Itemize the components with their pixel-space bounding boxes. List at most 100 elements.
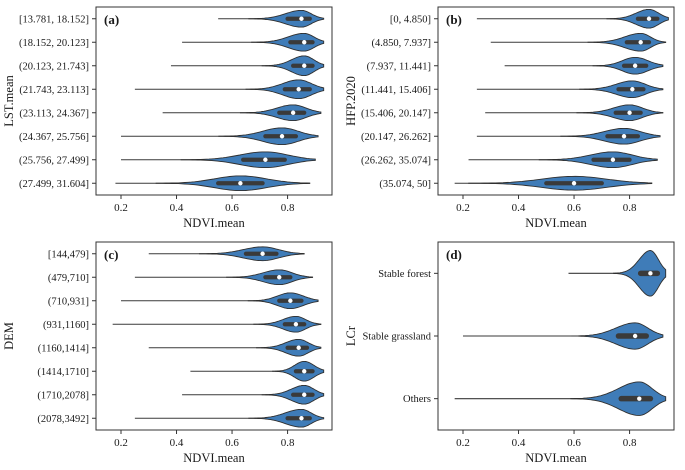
x-tick-label: 0.6	[225, 202, 239, 214]
panel-letter: (c)	[104, 247, 118, 262]
y-tick-label: (21.743, 23.113]	[19, 85, 89, 96]
y-axis-label: DEM	[2, 322, 16, 350]
x-tick-label: 0.8	[281, 437, 295, 449]
panel-letter: (d)	[446, 247, 462, 262]
y-tick-label: (4.850, 7.937]	[372, 38, 432, 49]
panel-a: 0.2 0.4 0.6 0.8 NDVI.mean LST.mean [13.781, 18…	[0, 0, 342, 235]
median-dot	[302, 369, 307, 374]
y-tick-label: Stable grassland	[362, 332, 431, 343]
median-dot	[293, 322, 299, 327]
violin-row	[120, 127, 319, 146]
x-tick-label: 0.6	[567, 437, 581, 449]
y-tick-label: (20.123, 21.743]	[19, 61, 89, 72]
median-dot	[646, 16, 652, 21]
median-dot	[288, 298, 293, 303]
violin-body	[251, 32, 325, 52]
x-axis-label: NDVI.mean	[183, 216, 245, 230]
y-tick-label: Stable forest	[378, 269, 431, 280]
violin-row	[190, 360, 325, 382]
violin-row	[468, 151, 658, 169]
violin-row	[170, 55, 325, 77]
median-dot	[277, 275, 282, 280]
violin-row	[454, 175, 653, 191]
x-tick-label: 0.4	[170, 202, 184, 214]
violin-row	[120, 151, 316, 169]
violin-row	[148, 246, 305, 262]
y-tick-label: (27.499, 31.604]	[19, 179, 89, 190]
panel-b-chart: 0.2 0.4 0.6 0.8 NDVI.mean HFP.2020 [0, 4.850] (…	[344, 6, 675, 230]
median-dot	[299, 416, 304, 421]
x-axis-label: NDVI.mean	[525, 216, 587, 230]
y-tick-label: (35.074, 50]	[379, 179, 431, 190]
violin-row	[182, 32, 325, 52]
x-tick-label: 0.6	[225, 437, 239, 449]
median-dot	[571, 181, 577, 186]
median-dot	[302, 40, 307, 45]
x-tick-label: 0.6	[567, 202, 581, 214]
violin-row	[182, 384, 325, 405]
x-tick-label: 0.2	[114, 437, 128, 449]
violin-row	[568, 250, 667, 297]
median-dot	[632, 63, 638, 68]
violin-row	[476, 127, 661, 145]
median-dot	[260, 251, 265, 256]
violin-row	[462, 322, 664, 350]
violin-row	[134, 79, 325, 100]
x-tick-label: 0.8	[623, 437, 637, 449]
y-tick-label: (2078,3492]	[37, 414, 89, 425]
y-tick-label: (18.152, 20.123]	[19, 38, 89, 49]
y-tick-label: (1160,1414]	[38, 343, 89, 354]
median-dot	[610, 157, 616, 162]
violin-row	[476, 80, 664, 99]
y-tick-label: (1414,1710]	[37, 367, 89, 378]
violin-row	[115, 175, 311, 192]
panel-d-chart: 0.2 0.4 0.6 0.8 NDVI.mean LCr Stable forest Sta…	[344, 241, 675, 465]
median-dot	[302, 392, 307, 397]
y-tick-label: (710,931]	[48, 296, 89, 307]
y-tick-label: (23.113, 24.367]	[19, 108, 89, 119]
y-tick-label: [13.781, 18.152]	[19, 14, 89, 25]
violin-row	[134, 269, 314, 286]
violin-row	[148, 338, 322, 357]
y-tick-label: (24.367, 25.756]	[19, 132, 89, 143]
violin-body	[570, 381, 667, 416]
median-dot	[648, 271, 653, 276]
median-dot	[627, 110, 632, 115]
x-axis-label: NDVI.mean	[525, 451, 587, 465]
y-axis-label: LST.mean	[2, 75, 16, 127]
y-tick-label: (25.756, 27.499]	[19, 155, 89, 166]
x-tick-label: 0.2	[456, 437, 470, 449]
median-dot	[238, 181, 243, 186]
violin-row	[120, 292, 319, 310]
x-tick-label: 0.8	[281, 202, 295, 214]
violin-row	[504, 56, 664, 75]
y-tick-label: (479,710]	[48, 273, 89, 284]
median-dot	[296, 345, 301, 350]
violin-row	[485, 104, 664, 122]
x-tick-label: 0.4	[512, 202, 526, 214]
y-tick-label: Others	[403, 394, 431, 405]
y-tick-label: [144,479]	[48, 249, 89, 260]
y-tick-label: (15.406, 20.147]	[361, 108, 431, 119]
panel-c-chart: 0.2 0.4 0.6 0.8 NDVI.mean DEM [144,479] (479,71…	[2, 241, 333, 465]
median-dot	[638, 40, 643, 45]
median-dot	[279, 134, 285, 139]
panel-a-chart: 0.2 0.4 0.6 0.8 NDVI.mean LST.mean [13.781, 18…	[2, 6, 333, 230]
panel-letter: (b)	[446, 12, 462, 27]
median-dot	[296, 87, 301, 92]
median-dot	[621, 134, 627, 139]
y-tick-label: (931,1160]	[43, 320, 89, 331]
y-axis-label: LCr	[344, 325, 358, 346]
median-dot	[637, 396, 642, 401]
x-tick-label: 0.4	[512, 437, 526, 449]
panel-b: 0.2 0.4 0.6 0.8 NDVI.mean HFP.2020 [0, 4.850] (…	[342, 0, 684, 235]
y-tick-label: (26.262, 35.074]	[361, 155, 431, 166]
violin-row	[490, 32, 667, 52]
x-tick-label: 0.2	[456, 202, 470, 214]
median-dot	[290, 110, 296, 115]
y-axis-label: HFP.2020	[344, 76, 358, 126]
violin-row	[218, 9, 325, 28]
y-tick-label: (20.147, 26.262]	[361, 132, 431, 143]
violin-row	[112, 315, 322, 333]
